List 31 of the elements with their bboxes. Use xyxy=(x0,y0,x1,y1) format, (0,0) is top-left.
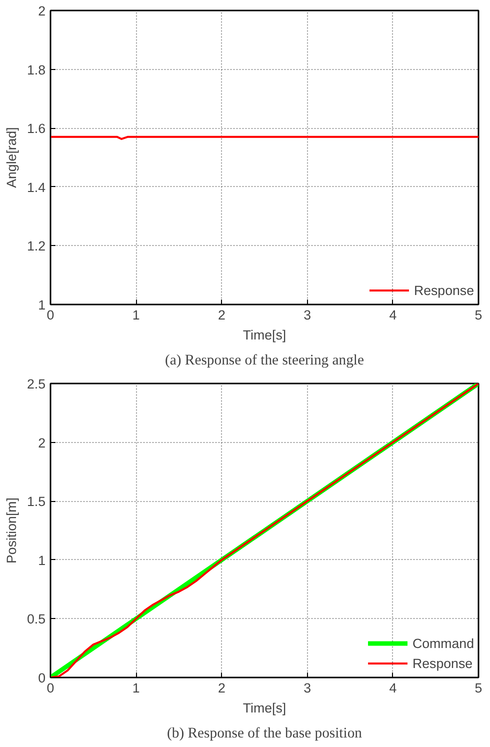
x-tick-label: 3 xyxy=(304,680,312,696)
legend-label: Response xyxy=(414,282,474,298)
x-axis-title: Time[s] xyxy=(242,700,286,716)
y-tick-label: 1.6 xyxy=(26,121,46,136)
x-tick-label: 2 xyxy=(218,308,226,322)
y-axis-title: Position[m] xyxy=(4,498,19,564)
y-tick-label: 2.5 xyxy=(26,376,46,392)
text: (b) Response of the base position xyxy=(167,726,363,742)
x-tick-label: 3 xyxy=(304,308,312,322)
y-tick-label: 1.8 xyxy=(26,62,46,78)
y-tick-label: 2 xyxy=(38,4,46,18)
y-tick-label: 1 xyxy=(38,552,46,568)
y-tick-label: 0.5 xyxy=(26,612,46,627)
legend-label: Response xyxy=(412,656,473,670)
y-tick-label: 1.5 xyxy=(26,494,46,510)
x-tick-label: 1 xyxy=(132,308,140,322)
y-tick-label: 1 xyxy=(38,298,46,312)
x-tick-label: 1 xyxy=(132,680,140,696)
x-tick-label: 4 xyxy=(389,680,398,696)
x-tick-label: 4 xyxy=(389,308,398,322)
x-tick-label: 2 xyxy=(218,680,226,696)
y-axis-title: Angle[rad] xyxy=(4,127,19,188)
y-tick-label: 1.2 xyxy=(26,238,46,254)
y-tick-label: 0 xyxy=(38,670,46,686)
x-tick-label: 5 xyxy=(474,308,482,322)
y-tick-label: 1.4 xyxy=(26,180,46,195)
x-tick-label: 5 xyxy=(474,680,482,696)
x-axis-title: Time[s] xyxy=(242,328,286,342)
y-tick-label: 2 xyxy=(38,435,46,450)
legend-label: Command xyxy=(412,636,474,650)
text: (a) Response of the steering angle xyxy=(164,352,364,368)
